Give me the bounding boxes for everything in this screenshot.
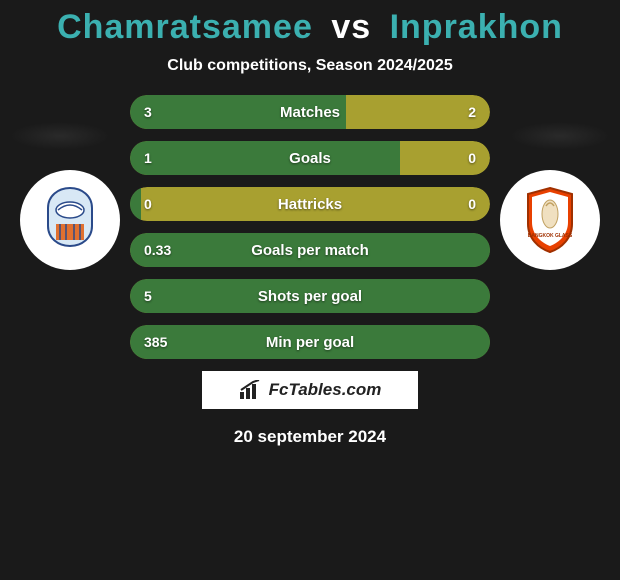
stat-value-left: 0.33 <box>144 242 171 258</box>
stat-row: 5 Shots per goal <box>130 279 490 313</box>
crest-left-icon <box>30 180 110 260</box>
stats-list: 3 Matches 2 1 Goals 0 0 Hattricks 0 0.33 Goals per… <box>130 95 490 359</box>
stat-value-right: 0 <box>468 150 476 166</box>
shadow-right <box>510 122 610 150</box>
attribution-badge: FcTables.com <box>202 371 418 409</box>
stat-label: Goals per match <box>251 242 369 259</box>
crest-right-icon: BANGKOK GLASS <box>512 182 588 258</box>
stat-row: 385 Min per goal <box>130 325 490 359</box>
stat-row: 0.33 Goals per match <box>130 233 490 267</box>
footer-date: 20 september 2024 <box>0 427 620 447</box>
club-crest-left <box>20 170 120 270</box>
stat-value-right: 0 <box>468 196 476 212</box>
stat-label: Shots per goal <box>258 288 362 305</box>
stat-label: Min per goal <box>266 334 354 351</box>
stat-row: 3 Matches 2 <box>130 95 490 129</box>
chart-icon <box>239 380 263 400</box>
vs-text: vs <box>331 8 371 46</box>
stat-label: Goals <box>289 150 331 167</box>
stat-bar-left <box>130 187 141 221</box>
stat-value-left: 5 <box>144 288 152 304</box>
stat-value-left: 385 <box>144 334 167 350</box>
shadow-left <box>10 122 110 150</box>
stat-label: Matches <box>280 104 340 121</box>
club-crest-right: BANGKOK GLASS <box>500 170 600 270</box>
stat-value-left: 1 <box>144 150 152 166</box>
player1-name: Chamratsamee <box>57 8 313 46</box>
stat-row: 1 Goals 0 <box>130 141 490 175</box>
subtitle: Club competitions, Season 2024/2025 <box>0 57 620 75</box>
comparison-card: Chamratsamee vs Inprakhon Club competiti… <box>0 0 620 447</box>
stat-bar-left <box>130 141 400 175</box>
player2-name: Inprakhon <box>390 8 563 46</box>
stat-value-left: 0 <box>144 196 152 212</box>
stat-value-right: 2 <box>468 104 476 120</box>
stat-label: Hattricks <box>278 196 342 213</box>
svg-text:BANGKOK GLASS: BANGKOK GLASS <box>528 233 573 239</box>
attribution-text: FcTables.com <box>269 380 382 400</box>
stat-row: 0 Hattricks 0 <box>130 187 490 221</box>
stat-value-left: 3 <box>144 104 152 120</box>
page-title: Chamratsamee vs Inprakhon <box>0 8 620 47</box>
